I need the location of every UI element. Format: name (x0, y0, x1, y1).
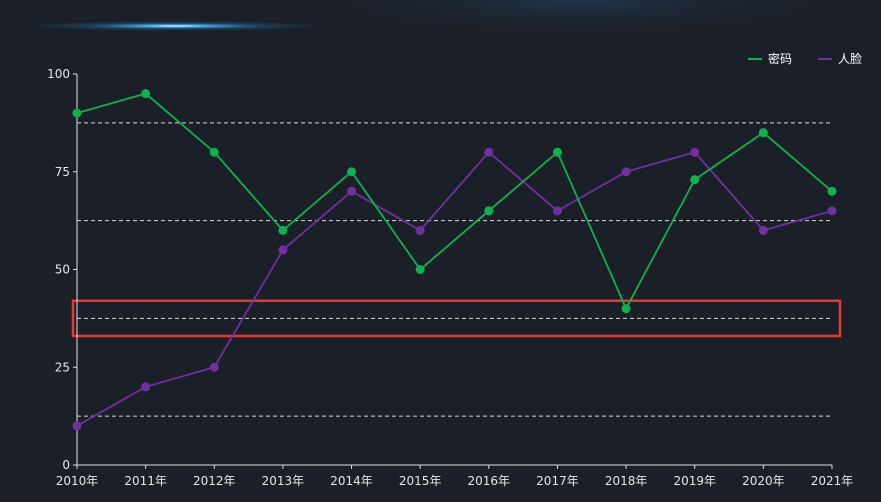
series-lines (72, 89, 837, 431)
x-tick-label: 2016年 (468, 474, 511, 488)
data-point[interactable] (621, 167, 631, 177)
data-point[interactable] (690, 175, 700, 185)
axes: 0 25 50 75 100 2010年 2011年 2012年 2013年 2014年 2015年… (47, 67, 853, 488)
x-tick-label: 2021年 (811, 474, 854, 488)
x-tick-label: 2011年 (124, 474, 167, 488)
data-point[interactable] (72, 108, 82, 118)
x-tick-label: 2020年 (742, 474, 785, 488)
data-point[interactable] (484, 206, 494, 216)
series-line (76, 92, 833, 311)
data-point[interactable] (552, 206, 562, 216)
data-point[interactable] (415, 225, 425, 235)
data-point[interactable] (209, 362, 219, 372)
legend-label[interactable]: 密码 (768, 51, 792, 66)
y-tick-label: 100 (47, 67, 70, 81)
data-point[interactable] (690, 147, 700, 157)
data-point[interactable] (621, 304, 631, 314)
data-point[interactable] (278, 245, 288, 255)
data-point[interactable] (552, 147, 562, 157)
highlight-box (71, 299, 842, 338)
legend: 密码 人脸 (748, 51, 862, 66)
x-tick-label: 2017年 (536, 474, 579, 488)
y-tick-label: 0 (62, 458, 70, 472)
data-point[interactable] (141, 89, 151, 99)
data-point[interactable] (72, 421, 82, 431)
data-point[interactable] (484, 147, 494, 157)
x-tick-label: 2019年 (673, 474, 716, 488)
y-tick-label: 25 (55, 360, 70, 374)
x-tick-label: 2013年 (262, 474, 305, 488)
data-point[interactable] (209, 147, 219, 157)
x-tick-label: 2015年 (399, 474, 442, 488)
data-point[interactable] (415, 265, 425, 274)
x-tick-label: 2010年 (56, 474, 99, 488)
x-tick-label: 2012年 (193, 474, 236, 488)
legend-label[interactable]: 人脸 (838, 52, 862, 66)
data-point[interactable] (347, 186, 357, 196)
data-point[interactable] (827, 206, 837, 216)
series-line (76, 150, 833, 427)
data-point[interactable] (278, 225, 288, 235)
highlight-band (71, 299, 842, 338)
y-tick-label: 75 (55, 165, 70, 179)
x-tick-label: 2018年 (605, 474, 648, 488)
top-glow-decoration (25, 21, 325, 31)
data-point[interactable] (141, 382, 151, 392)
data-point[interactable] (827, 186, 837, 196)
data-point[interactable] (347, 167, 357, 177)
data-point[interactable] (758, 128, 768, 138)
data-point[interactable] (758, 225, 768, 235)
y-tick-label: 50 (55, 263, 70, 277)
x-tick-label: 2014年 (330, 474, 373, 488)
